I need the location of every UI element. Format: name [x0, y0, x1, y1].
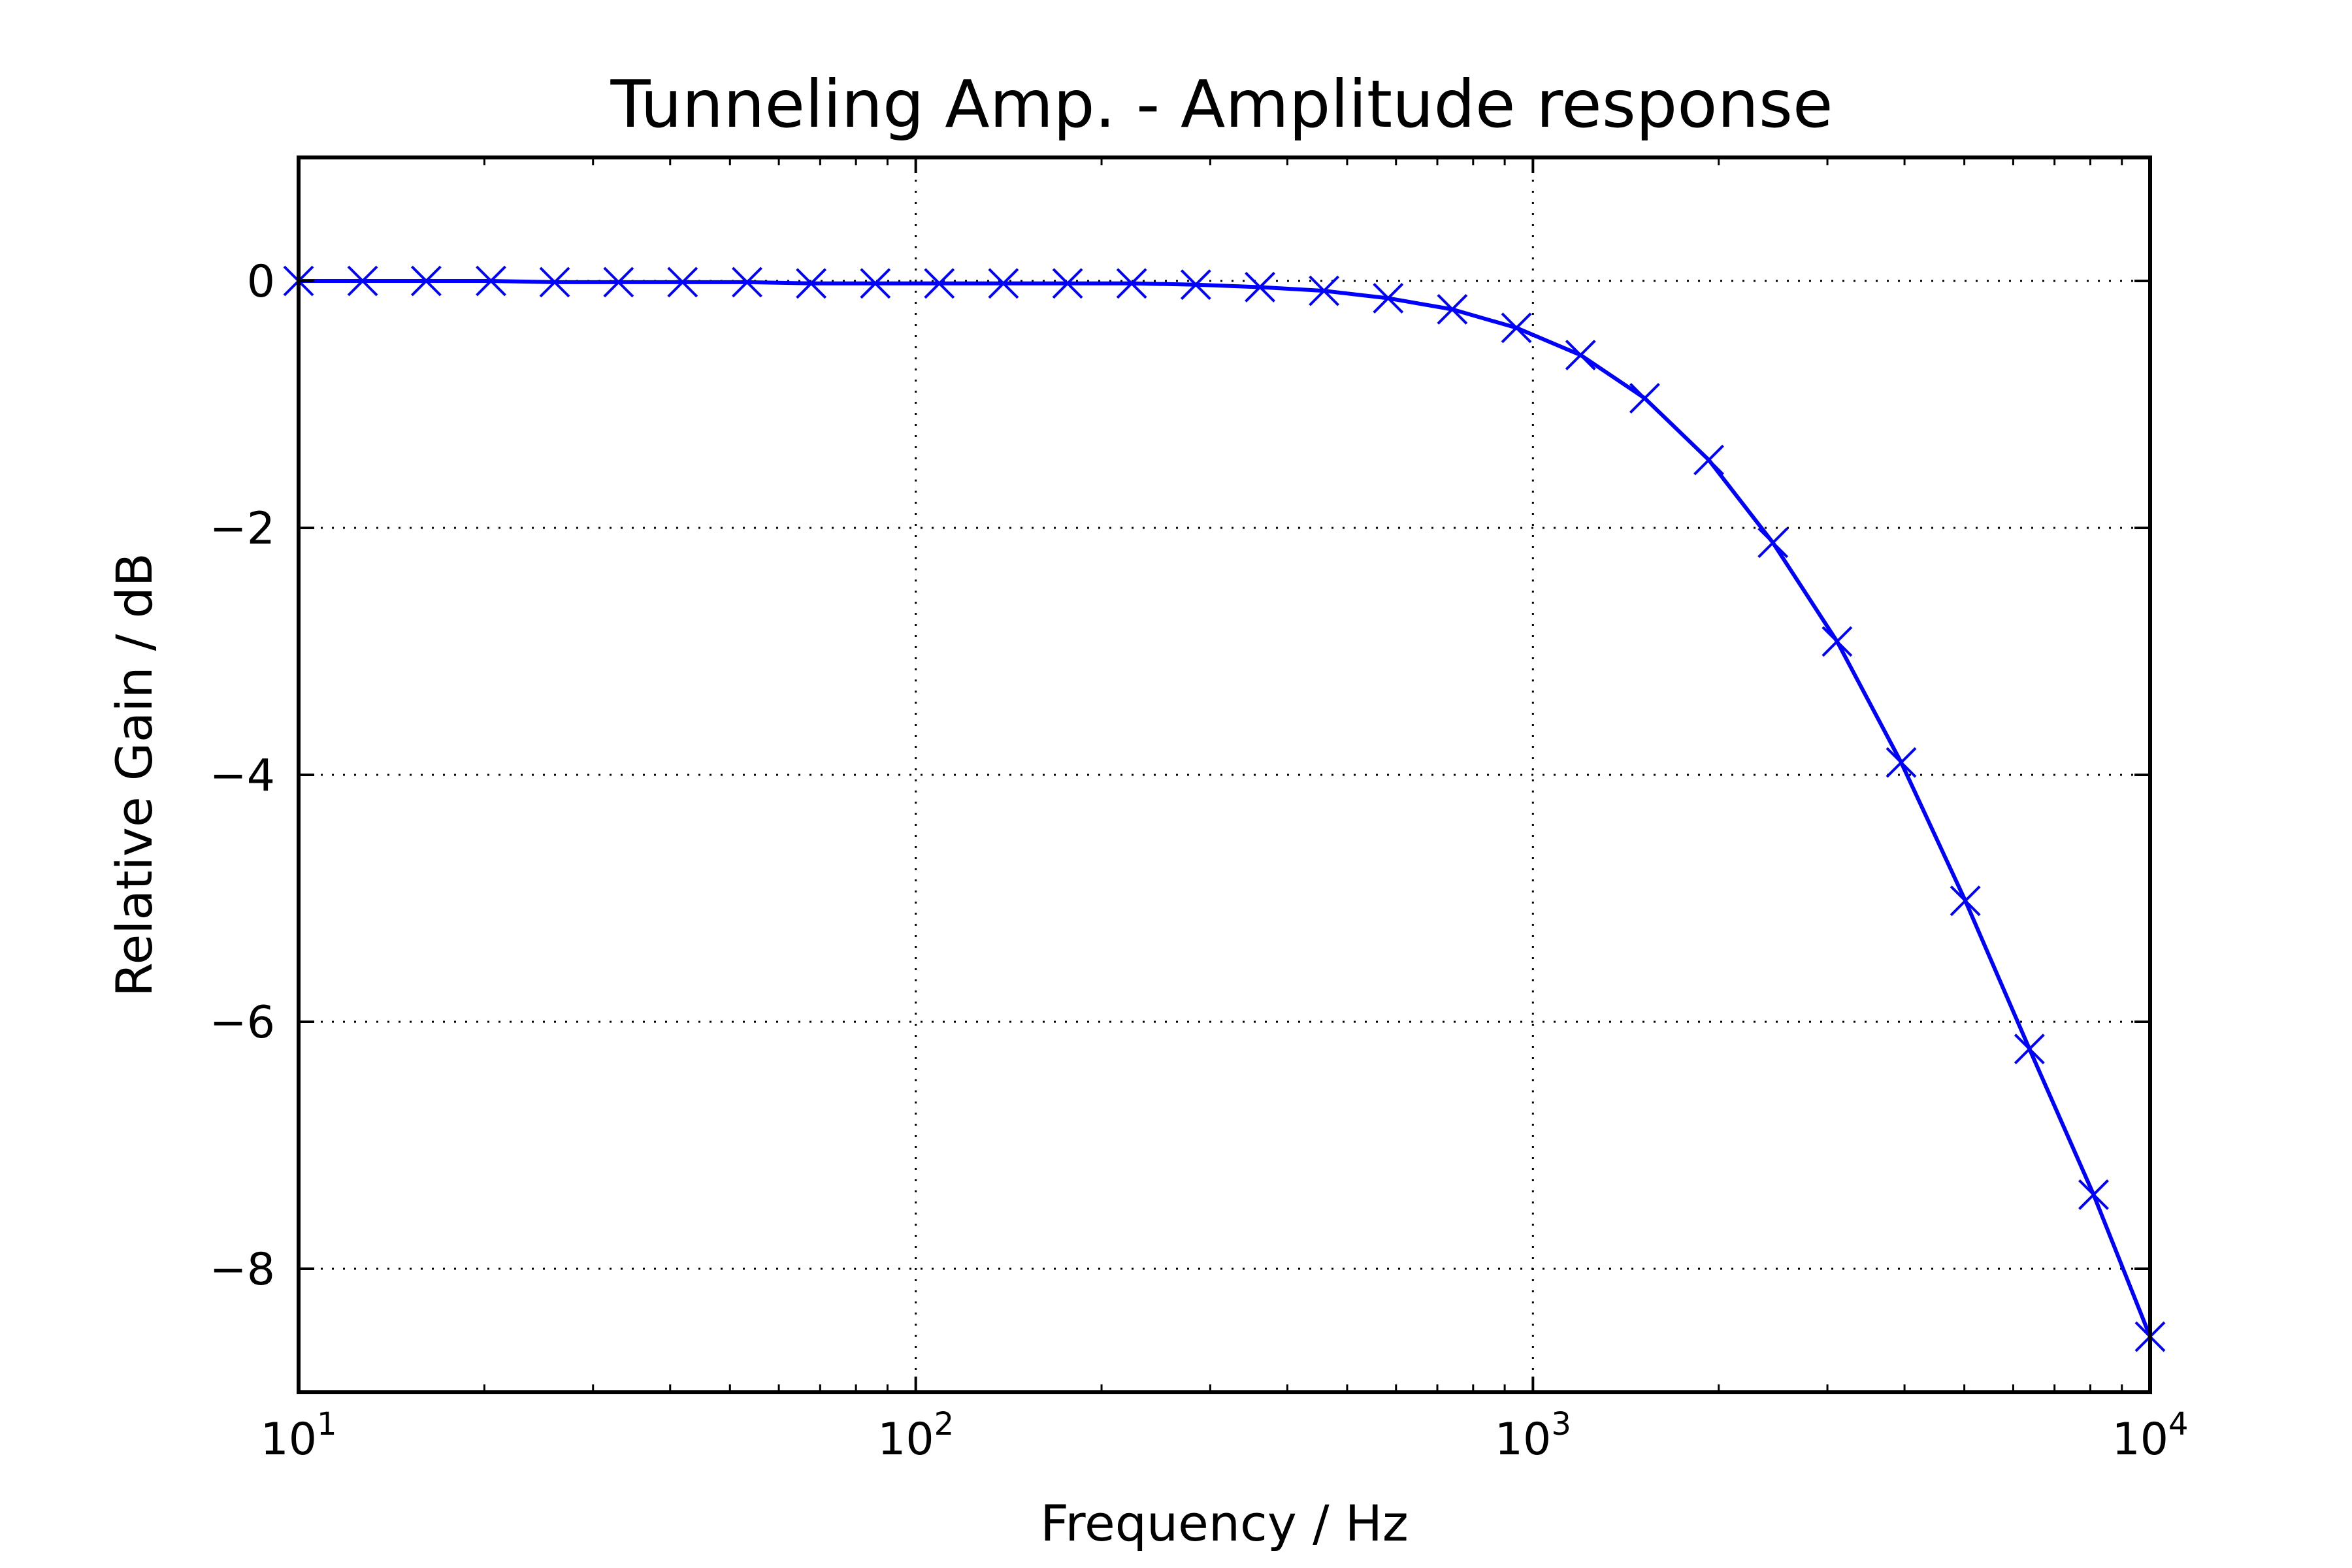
data-point-marker	[988, 268, 1019, 299]
data-point-marker	[1501, 312, 1532, 344]
x-tick-label-exponent: 1	[317, 1406, 337, 1443]
data-point-marker	[2078, 1179, 2109, 1211]
data-point-marker	[539, 267, 570, 298]
data-point-marker	[1821, 626, 1853, 657]
x-tick-label: 103	[1495, 1406, 1571, 1465]
x-tick-label-exponent: 2	[934, 1406, 955, 1443]
data-point-marker	[347, 265, 378, 297]
y-tick-label: −6	[210, 997, 275, 1049]
data-point-marker	[1757, 527, 1789, 559]
data-point-marker	[1693, 444, 1724, 476]
x-axis-label: Frequency / Hz	[1040, 1494, 1409, 1552]
x-tick-label-exponent: 4	[2168, 1406, 2189, 1443]
data-point-marker	[1437, 294, 1468, 325]
series-line	[299, 279, 2152, 1338]
y-tick-label: −8	[210, 1244, 275, 1296]
data-point-marker	[1565, 339, 1596, 370]
data-point-marker	[1309, 275, 1340, 306]
data-point-marker	[860, 268, 891, 299]
data-point-marker	[732, 267, 762, 298]
y-tick-label: −2	[210, 503, 275, 555]
x-tick-label-exponent: 3	[1551, 1406, 1571, 1443]
x-tick-label: 102	[877, 1406, 954, 1465]
data-point-marker	[603, 267, 634, 298]
data-point-marker	[1950, 885, 1981, 917]
chart-title: Tunneling Amp. - Amplitude response	[610, 66, 1833, 142]
data-point-marker	[1629, 383, 1660, 414]
data-point-marker	[1245, 272, 1275, 302]
data-point-marker	[1373, 283, 1404, 314]
data-point-marker	[924, 268, 955, 299]
ticks	[297, 157, 2151, 1392]
data-point-marker	[2014, 1034, 2045, 1064]
data-point-marker	[1886, 747, 1917, 778]
data-point-marker	[1180, 269, 1211, 301]
y-axis-label: Relative Gain / dB	[105, 553, 163, 997]
data-point-marker	[410, 265, 442, 297]
data-point-marker	[796, 268, 827, 299]
data-point-marker	[667, 267, 698, 298]
x-tick-label-base: 10	[2112, 1414, 2168, 1465]
x-tick-label-base: 10	[260, 1414, 317, 1465]
y-tick-label: −4	[210, 750, 275, 802]
data-point-marker	[1052, 268, 1083, 299]
x-tick-label-base: 10	[877, 1414, 934, 1465]
x-tick-label: 101	[260, 1406, 336, 1465]
y-tick-label: 0	[247, 256, 275, 308]
data-point-marker	[1116, 268, 1147, 299]
series-layer	[283, 265, 2166, 1352]
data-point-marker	[476, 265, 506, 297]
x-tick-label-base: 10	[1495, 1414, 1552, 1465]
x-tick-label: 104	[2112, 1406, 2188, 1465]
